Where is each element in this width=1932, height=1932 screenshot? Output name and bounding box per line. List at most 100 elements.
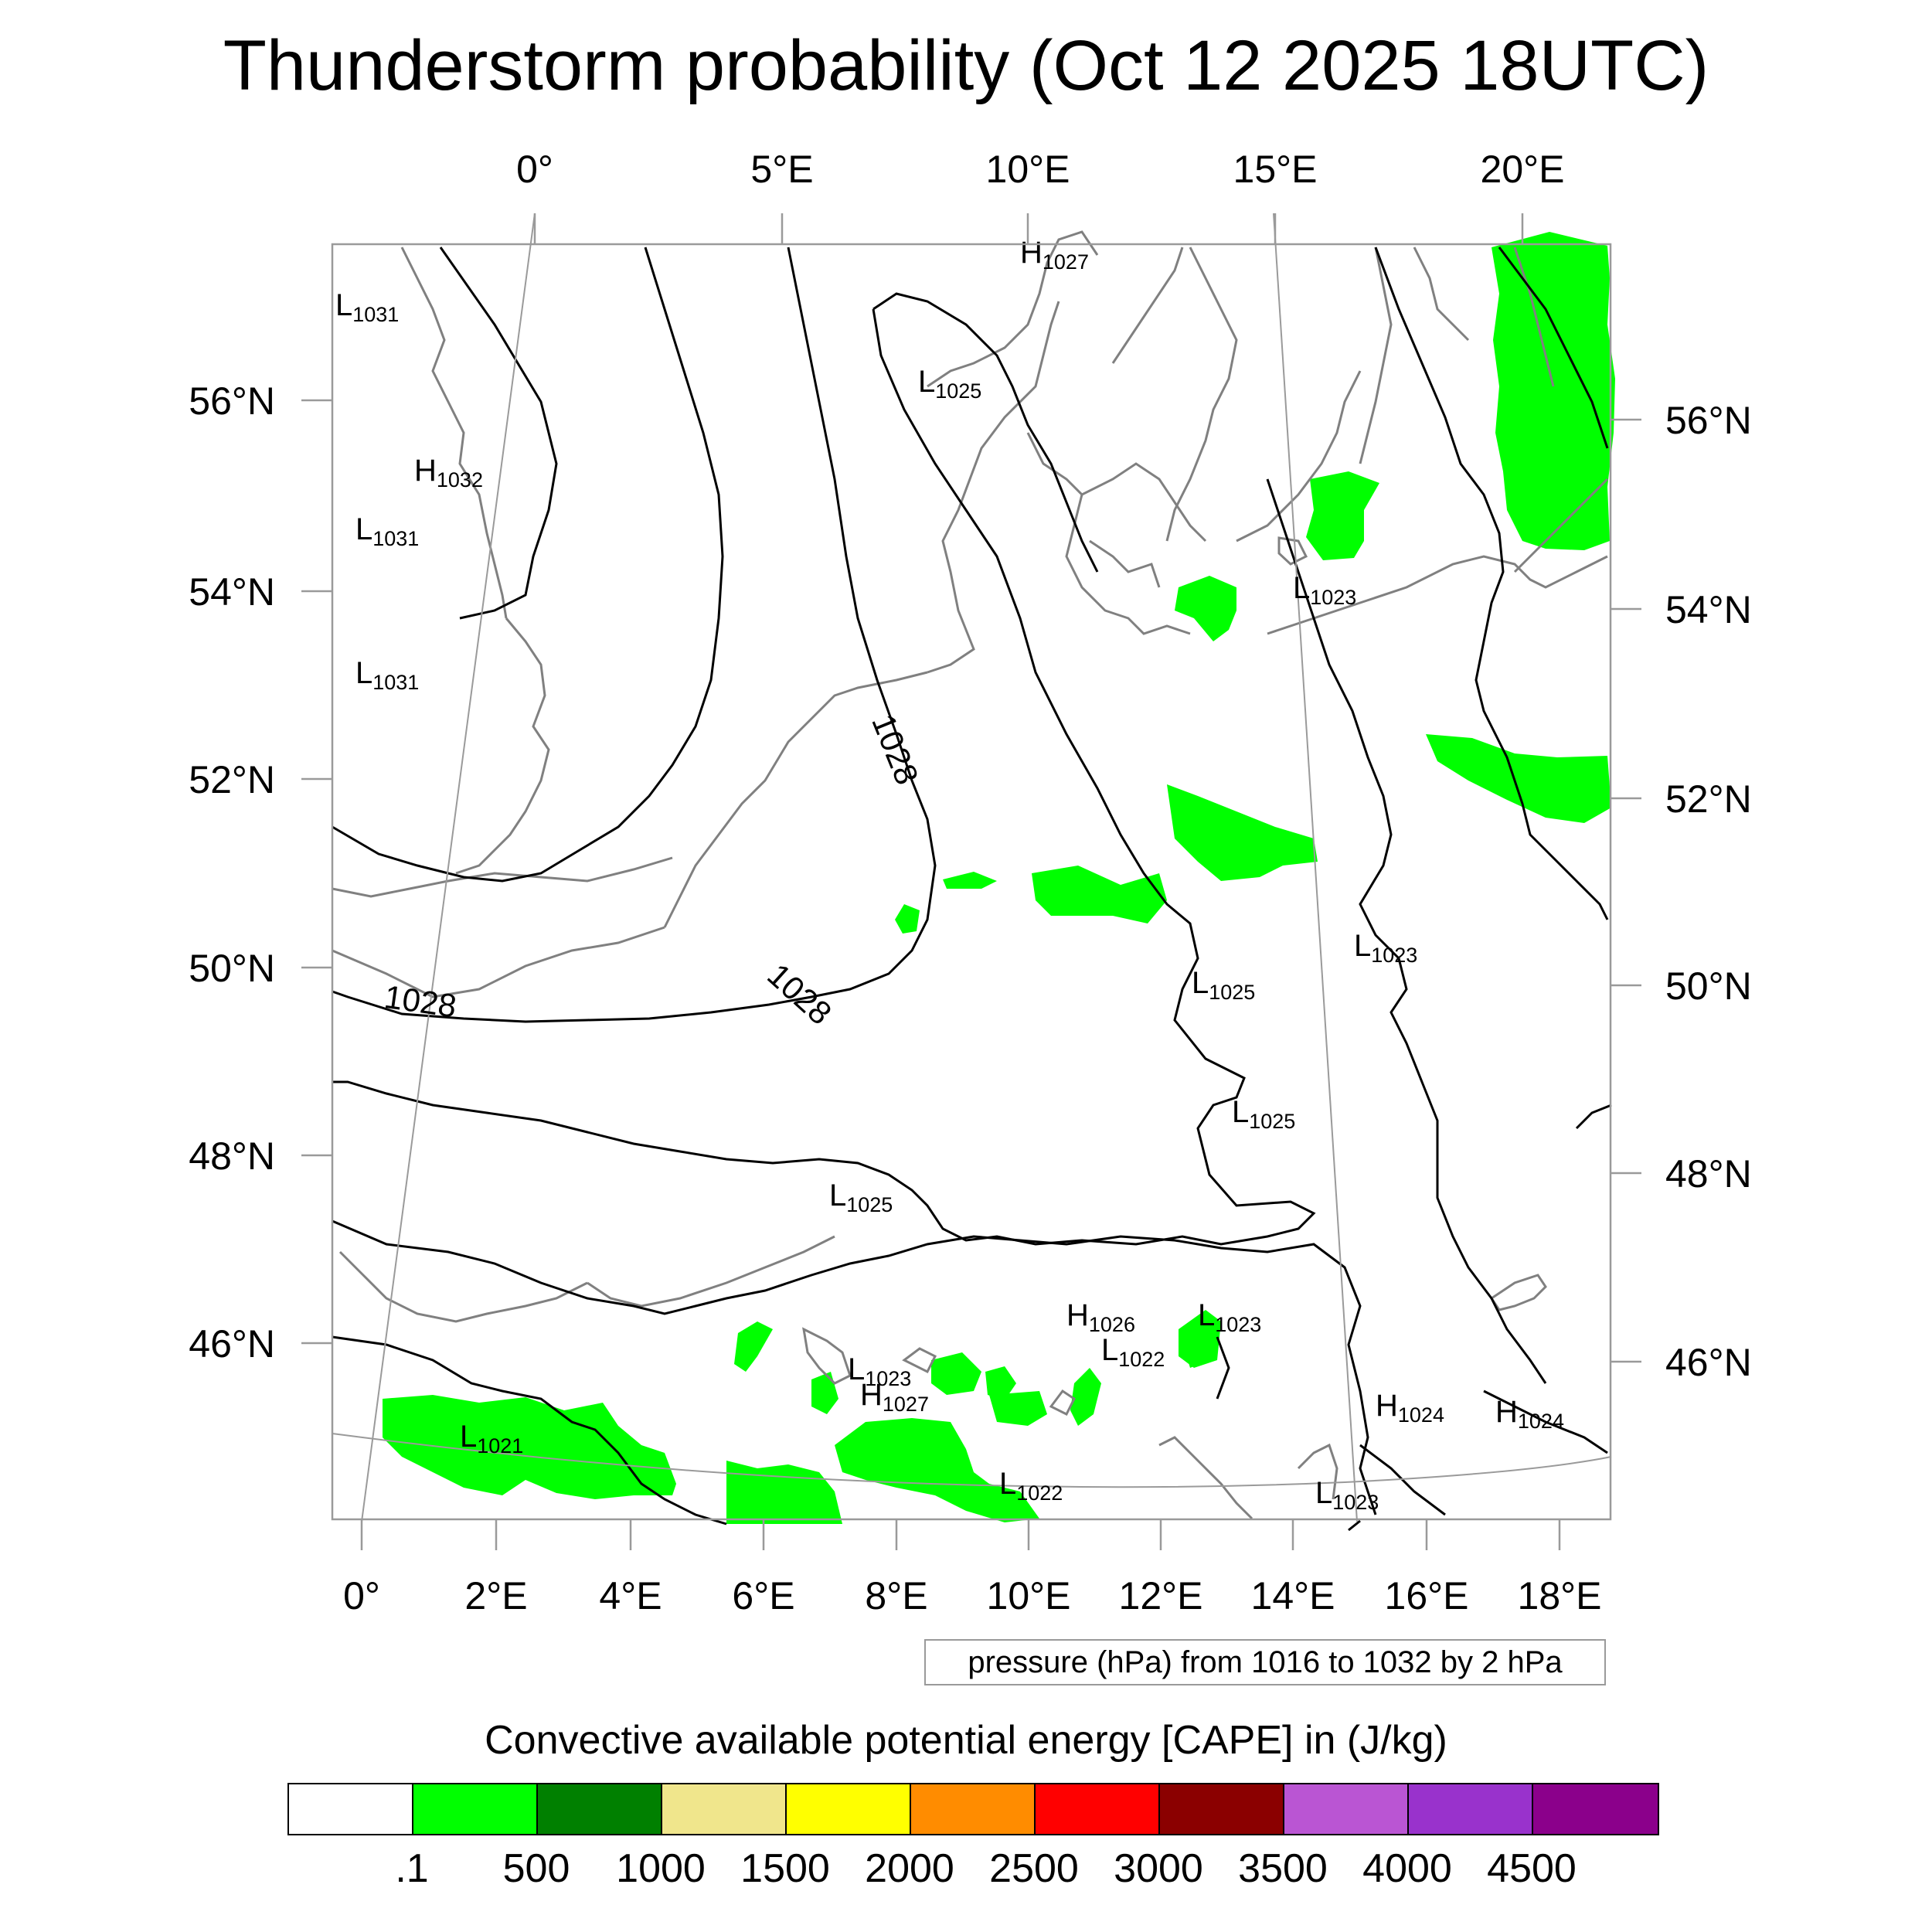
bottom-lon-label: 8°E	[865, 1574, 927, 1617]
bottom-lon-label: 14°E	[1251, 1574, 1335, 1617]
pressure-center-letter: L	[1192, 966, 1209, 1000]
contour-label: 1028	[760, 956, 838, 1031]
contour-label: 1028	[865, 709, 926, 789]
isobar	[332, 1335, 727, 1526]
cape-fill-area	[989, 1391, 1047, 1426]
contour-label: 1028	[382, 978, 458, 1025]
right-lat-label: 52°N	[1665, 777, 1752, 821]
left-lat-label: 50°N	[189, 947, 275, 990]
coastline	[400, 247, 508, 619]
coastline	[1489, 1274, 1547, 1311]
right-lat-label: 56°N	[1665, 399, 1752, 442]
colorbar-swatch	[1036, 1784, 1160, 1834]
left-lat-label: 54°N	[189, 570, 275, 614]
pressure-center-value: 1027	[1043, 250, 1089, 274]
coastline	[927, 301, 1060, 674]
pressure-center-label: H1026	[1066, 1298, 1135, 1336]
coastline	[1513, 478, 1609, 573]
pressure-center-letter: L	[999, 1467, 1016, 1501]
pressure-center-label: L1031	[355, 656, 419, 694]
cape-fill-area	[943, 872, 997, 889]
cape-fill-area	[734, 1321, 773, 1372]
pressure-center-label: L1022	[999, 1467, 1063, 1505]
colorbar	[287, 1783, 1659, 1835]
cape-fill-areas	[383, 232, 1615, 1524]
coastline	[332, 926, 665, 998]
legend-title: Convective available potential energy [C…	[485, 1718, 1447, 1763]
top-lon-label: 15°E	[1233, 148, 1318, 191]
colorbar-swatch	[289, 1784, 413, 1834]
bottom-lon-label: 4°E	[599, 1574, 662, 1617]
coastline	[1049, 1389, 1076, 1417]
pressure-center-letter: L	[829, 1179, 846, 1213]
pressure-center-letter: H	[1020, 236, 1043, 270]
coastline	[802, 1327, 852, 1385]
pressure-center-letter: L	[1293, 571, 1310, 605]
coastline	[1413, 247, 1470, 342]
pressure-center-letter: L	[918, 365, 935, 399]
pressure-center-value: 1021	[477, 1434, 523, 1458]
colorbar-label: 3500	[1238, 1846, 1328, 1891]
pressure-center-label: L1031	[355, 512, 419, 550]
coastline	[927, 230, 1099, 388]
isobar	[332, 1219, 1377, 1515]
left-lat-label: 52°N	[189, 758, 275, 801]
colorbar-label: 4000	[1362, 1846, 1452, 1891]
pressure-center-value: 1024	[1398, 1403, 1444, 1427]
bottom-lon-label: 12°E	[1119, 1574, 1203, 1617]
pressure-center-value: 1023	[1215, 1313, 1261, 1336]
pressure-center-label: L1023	[1315, 1476, 1379, 1514]
pressure-center-letter: L	[1198, 1298, 1215, 1332]
pressure-center-letter: L	[1232, 1095, 1249, 1129]
right-lat-label: 46°N	[1665, 1341, 1752, 1384]
pressure-center-label: L1031	[335, 288, 399, 326]
coastline	[1297, 1443, 1338, 1500]
left-lat-label: 46°N	[189, 1322, 275, 1366]
top-lon-label: 20°E	[1481, 148, 1565, 191]
meridian-line	[1273, 213, 1358, 1522]
coastline	[1089, 539, 1161, 588]
bottom-lon-label: 10°E	[987, 1574, 1071, 1617]
pressure-center-label: H1024	[1376, 1389, 1444, 1427]
isobar	[332, 247, 937, 1023]
coastline	[455, 617, 550, 875]
colorbar-swatch	[911, 1784, 1036, 1834]
cape-fill-area	[895, 904, 920, 934]
colorbar-label: 1500	[740, 1846, 830, 1891]
cape-fill-area	[1492, 232, 1615, 550]
pressure-center-label: H1024	[1495, 1395, 1564, 1433]
colorbar-label: 2500	[989, 1846, 1079, 1891]
pressure-center-value: 1031	[372, 527, 419, 550]
pressure-center-value: 1022	[1118, 1348, 1165, 1371]
colorbar-swatch	[662, 1784, 787, 1834]
pressure-center-value: 1023	[1310, 586, 1356, 609]
pressure-center-letter: L	[335, 288, 352, 322]
cape-fill-area	[1181, 1329, 1209, 1368]
colorbar-swatch	[1533, 1784, 1658, 1834]
right-lat-label: 48°N	[1665, 1152, 1752, 1196]
isobar	[439, 247, 558, 620]
bottom-lon-label: 0°	[343, 1574, 380, 1617]
colorbar-label: 1000	[616, 1846, 706, 1891]
bottom-lon-label: 6°E	[732, 1574, 794, 1617]
colorbar-labels: .1 500 1000 1500 2000 2500 3000 3500 400…	[287, 1843, 1656, 1897]
isobar	[1483, 1389, 1608, 1454]
cape-fill-area	[726, 1461, 842, 1524]
pressure-center-letter: L	[848, 1352, 865, 1386]
pressure-center-letter: L	[355, 512, 372, 546]
cape-fill-area	[383, 1395, 676, 1499]
pressure-center-label: L1025	[918, 365, 981, 403]
colorbar-swatch	[538, 1784, 662, 1834]
colorbar-label: 3000	[1114, 1846, 1203, 1891]
pressure-center-letter: H	[860, 1378, 883, 1412]
colorbar-label: .1	[395, 1846, 429, 1891]
cape-fill-area	[985, 1366, 1016, 1400]
coastline	[1026, 432, 1191, 635]
cape-fill-area	[1032, 866, 1167, 923]
axis-ticks	[301, 213, 1641, 1550]
colorbar-swatch	[1160, 1784, 1284, 1834]
coastline	[1236, 370, 1362, 543]
map-frame	[331, 243, 1612, 1521]
right-lat-label: 50°N	[1665, 964, 1752, 1008]
